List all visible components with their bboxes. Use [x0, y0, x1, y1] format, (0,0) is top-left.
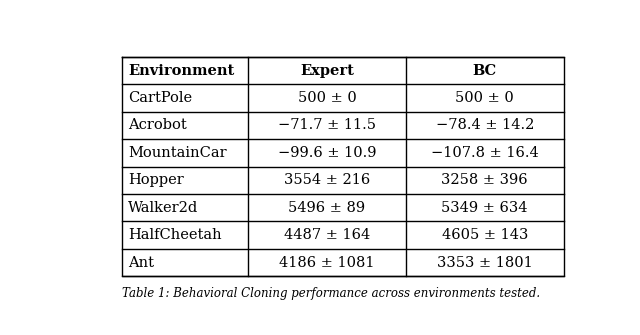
Text: 4487 ± 164: 4487 ± 164 — [284, 228, 370, 242]
Text: 3554 ± 216: 3554 ± 216 — [284, 173, 370, 187]
Text: 500 ± 0: 500 ± 0 — [298, 91, 356, 105]
Text: BC: BC — [473, 64, 497, 78]
Text: HalfCheetah: HalfCheetah — [128, 228, 221, 242]
Text: Environment: Environment — [128, 64, 234, 78]
Text: −99.6 ± 10.9: −99.6 ± 10.9 — [278, 146, 376, 160]
Text: 5496 ± 89: 5496 ± 89 — [289, 201, 365, 215]
Text: CartPole: CartPole — [128, 91, 192, 105]
Text: −78.4 ± 14.2: −78.4 ± 14.2 — [436, 119, 534, 132]
Text: Table 1: Behavioral Cloning performance across environments tested.: Table 1: Behavioral Cloning performance … — [122, 286, 540, 299]
Text: 4186 ± 1081: 4186 ± 1081 — [279, 256, 375, 270]
Text: Walker2d: Walker2d — [128, 201, 198, 215]
Text: −107.8 ± 16.4: −107.8 ± 16.4 — [431, 146, 539, 160]
Text: Expert: Expert — [300, 64, 354, 78]
Text: Ant: Ant — [128, 256, 154, 270]
Text: 5349 ± 634: 5349 ± 634 — [442, 201, 528, 215]
Text: 4605 ± 143: 4605 ± 143 — [442, 228, 528, 242]
Text: 500 ± 0: 500 ± 0 — [455, 91, 514, 105]
Text: 3258 ± 396: 3258 ± 396 — [442, 173, 528, 187]
Text: Hopper: Hopper — [128, 173, 184, 187]
Text: 3353 ± 1801: 3353 ± 1801 — [437, 256, 532, 270]
Text: Acrobot: Acrobot — [128, 119, 187, 132]
Text: MountainCar: MountainCar — [128, 146, 227, 160]
Text: −71.7 ± 11.5: −71.7 ± 11.5 — [278, 119, 376, 132]
